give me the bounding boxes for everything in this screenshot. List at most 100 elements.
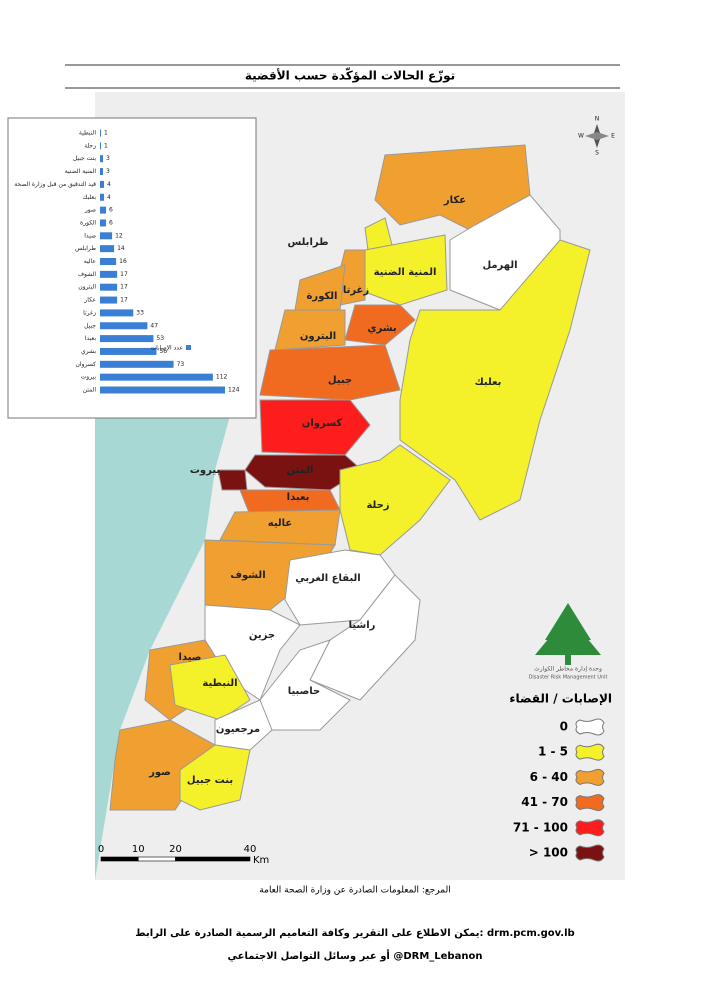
district-label: جزين <box>249 630 275 641</box>
inset-chart: النبطية 1 زحلة 1 بنت جبيل 3 المنية الضنية 3 قيد … <box>14 129 240 394</box>
district-label: بشري <box>367 323 396 334</box>
district-label: بعبدا <box>287 492 310 503</box>
district-label: زغرتا <box>343 285 370 296</box>
category-label: صور <box>84 207 96 214</box>
category-label: البترون <box>78 284 96 291</box>
value-label: 1 <box>104 142 108 149</box>
district-area <box>339 444 451 556</box>
category-label: بشري <box>81 348 96 355</box>
district-label: الكورة <box>307 291 338 302</box>
bar <box>100 322 148 330</box>
category-label: بيروت <box>81 374 97 381</box>
bar <box>100 155 104 163</box>
bar <box>100 373 213 381</box>
compass-n: N <box>595 116 600 123</box>
value-label: 6 <box>109 219 113 226</box>
scale-segment <box>100 856 139 862</box>
legend-label: 6 - 40 <box>530 770 568 784</box>
district-label: عاليه <box>268 518 293 529</box>
value-label: 16 <box>119 258 127 265</box>
district-label: المتن <box>287 465 314 476</box>
legend-label: > 100 <box>529 846 568 860</box>
legend: 0 1 - 5 6 - 40 41 - 70 71 - 100 > 100 <box>513 718 605 862</box>
scale-tick-label: 10 <box>132 844 145 855</box>
bar <box>100 180 105 188</box>
district-area <box>374 144 531 231</box>
value-label: 6 <box>109 207 113 214</box>
legend-label: 0 <box>560 720 568 734</box>
category-label: عكار <box>83 297 96 304</box>
legend-swatch <box>575 819 605 837</box>
legend-swatch <box>575 743 605 761</box>
bar <box>100 283 118 291</box>
district-label: الهرمل <box>482 260 517 271</box>
category-label: جبيل <box>84 322 96 329</box>
value-label: 4 <box>107 194 111 201</box>
bar <box>100 347 157 355</box>
category-label: الكورة <box>80 219 96 226</box>
district-label: زحلة <box>366 500 389 511</box>
legend-swatch <box>575 768 605 786</box>
legend-title: الإصابات / القضاء <box>509 692 612 706</box>
value-label: 124 <box>228 387 240 394</box>
district-area <box>169 654 251 721</box>
district-label: عكار <box>443 195 466 206</box>
category-label: زحلة <box>84 142 96 149</box>
category-label: كسروان <box>76 361 97 368</box>
district-label: الشوف <box>230 570 265 581</box>
category-label: بنت جبيل <box>73 155 96 162</box>
district-label: حاصبيا <box>288 686 321 697</box>
legend-label: 41 - 70 <box>521 795 568 809</box>
districts: عكار طرابلس المنية الضنية الهرمل زغرتا الكورة… <box>109 144 591 811</box>
value-label: 17 <box>120 297 128 304</box>
footer-line: يمكن الاطلاع على التقرير وكافة التعاميم … <box>135 928 574 939</box>
legend-label: عدد الإصابات <box>151 345 183 352</box>
district-area <box>399 239 591 521</box>
value-label: 1 <box>104 130 108 137</box>
category-label: صيدا <box>84 232 96 239</box>
district-label: بنت جبيل <box>187 775 233 786</box>
compass-w: W <box>578 133 584 140</box>
district-area <box>214 699 273 751</box>
district-label: طرابلس <box>287 237 328 248</box>
scale-segment <box>175 856 251 862</box>
category-label: المنية الضنية <box>65 168 97 175</box>
category-label: النبطية <box>79 130 96 137</box>
district-label: راشيا <box>349 620 376 631</box>
bar <box>100 335 154 343</box>
compass-s: S <box>595 150 599 157</box>
value-label: 56 <box>159 348 167 355</box>
bar <box>100 232 113 240</box>
value-label: 17 <box>120 284 128 291</box>
scale-tick-label: 0 <box>98 844 104 855</box>
compass: N E S W <box>578 116 615 157</box>
bar <box>100 168 104 176</box>
footer-line: أو عبر وسائل التواصل الاجتماعي @DRM_Leba… <box>228 949 483 962</box>
legend-label: 71 - 100 <box>513 820 568 834</box>
bar <box>100 142 102 150</box>
bar <box>100 193 105 201</box>
title: توزّع الحالات المؤكّدة حسب الأقضية <box>245 66 455 83</box>
category-label: بعلبك <box>83 194 97 201</box>
scale-unit: Km <box>253 855 269 866</box>
district-label: النبطية <box>202 678 237 689</box>
category-label: بعبدا <box>85 335 97 342</box>
logo: وحدة إدارة مخاطر الكوارث Disaster Risk M… <box>529 603 607 681</box>
bar <box>100 219 107 227</box>
district-area <box>217 469 248 491</box>
category-label: قيد التدقيق من قبل وزارة الصحة <box>14 181 96 188</box>
district-label: جبيل <box>328 375 352 386</box>
source: المرجع: المعلومات الصادرة عن وزارة الصحة… <box>259 886 450 896</box>
bar <box>100 360 174 368</box>
district-area <box>344 304 416 346</box>
category-label: طرابلس <box>75 245 96 252</box>
inset-frame <box>7 117 257 419</box>
legend-swatch <box>575 844 605 862</box>
legend-swatch <box>186 345 191 350</box>
value-label: 3 <box>106 168 110 175</box>
category-label: المتن <box>83 387 97 394</box>
district-label: بعلبك <box>475 377 502 388</box>
